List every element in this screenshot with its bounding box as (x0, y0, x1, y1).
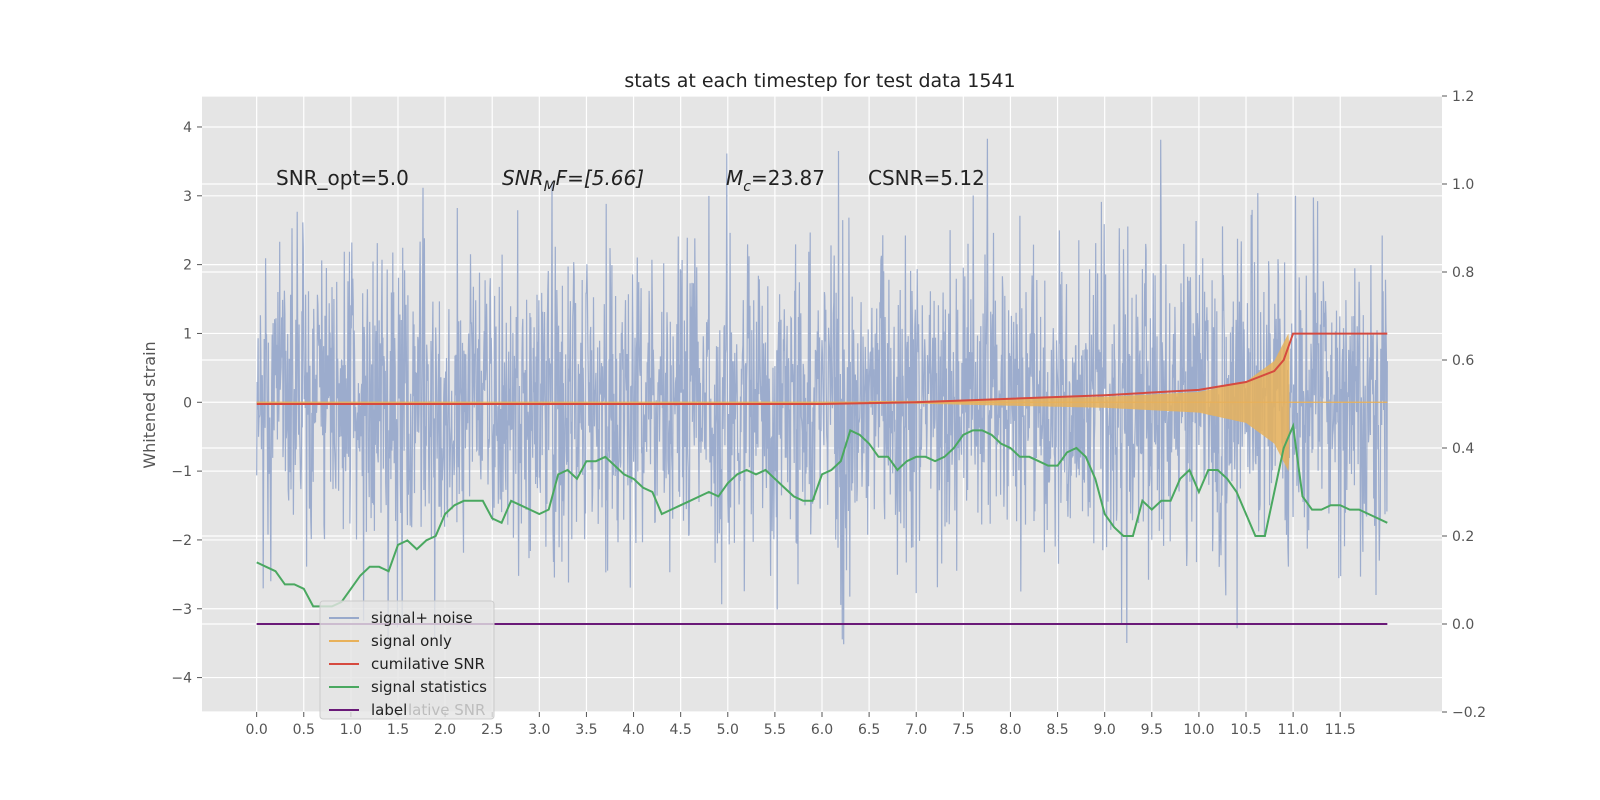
legend-label: signal statistics (371, 678, 487, 696)
x-tick-label: 4.0 (622, 722, 644, 738)
annotation-snr-mf-main: SNR (502, 166, 544, 190)
statistics-series (256, 422, 1388, 608)
legend-label: label (371, 701, 407, 719)
y2-tick-label: 1.2 (1452, 89, 1474, 105)
x-tick-label: 3.0 (528, 722, 550, 738)
x-tick-label: 11.0 (1278, 722, 1309, 738)
cumulative-snr-series (256, 332, 1388, 405)
x-tick-label: 4.5 (670, 722, 692, 738)
x-tick-label: 6.0 (811, 722, 833, 738)
y2-tick-label: 0.4 (1452, 441, 1474, 457)
y2-tick-label: 0.8 (1452, 265, 1474, 281)
annotation-mc-sub: c (743, 179, 751, 195)
legend-box (319, 600, 495, 720)
x-tick-label: 0.5 (293, 722, 315, 738)
y-tick-label: 3 (183, 189, 192, 205)
annotation-mc: Mc=23.87 (726, 166, 825, 195)
x-tick-label: 9.0 (1094, 722, 1116, 738)
y-tick-label: −1 (171, 464, 192, 480)
x-tick-label: 8.0 (999, 722, 1021, 738)
y2-tick-label: 0.2 (1452, 529, 1474, 545)
noise-line (256, 138, 1388, 648)
y-axis-ticks: 4 3 2 1 0 −1 −2 −3 −4 (171, 120, 202, 687)
annotation-csnr: CSNR=5.12 (868, 166, 985, 190)
statistics-line (256, 422, 1388, 608)
y-tick-label: 2 (183, 258, 192, 274)
noise-series (256, 138, 1388, 648)
y-tick-label: 1 (183, 326, 192, 342)
x-tick-label: 8.5 (1046, 722, 1068, 738)
x-tick-label: 2.0 (434, 722, 456, 738)
y2-tick-label: −0.2 (1452, 705, 1486, 721)
y-tick-label: 0 (183, 395, 192, 411)
y-tick-label: 4 (183, 120, 192, 136)
y2-tick-label: 0.0 (1452, 617, 1474, 633)
y2-axis-ticks: 1.2 1.0 0.8 0.6 0.4 0.2 0.0 −0.2 (1442, 89, 1486, 721)
legend-label: signal+ noise (371, 609, 473, 627)
annotation-mc-tail: =23.87 (751, 166, 825, 190)
x-tick-label: 6.5 (858, 722, 880, 738)
y2-tick-label: 1.0 (1452, 177, 1474, 193)
x-tick-label: 9.5 (1141, 722, 1163, 738)
annotation-snr-mf-sub: M (544, 179, 556, 195)
x-tick-label: 5.5 (764, 722, 786, 738)
annotation-snr-mf: SNRMF=[5.66] (502, 166, 644, 195)
legend-ghost-text: lative SNR (408, 701, 485, 719)
x-tick-label: 5.0 (717, 722, 739, 738)
x-tick-label: 1.0 (340, 722, 362, 738)
x-tick-label: 11.5 (1325, 722, 1356, 738)
stats-annotations: SNR_opt=5.0 SNRMF=[5.66] Mc=23.87 CSNR=5… (276, 166, 985, 195)
annotation-snr-opt: SNR_opt=5.0 (276, 166, 409, 190)
legend-items: signal+ noise signal only cumilative SNR si… (329, 609, 487, 719)
x-tick-label: 0.0 (246, 722, 268, 738)
legend-label: cumilative SNR (371, 655, 485, 673)
cumulative-snr-line (256, 332, 1388, 405)
x-axis-ticks: 0.0 0.5 1.0 1.5 2.0 2.5 3.0 3.5 4.0 4.5 5.0 5.5 6.0 6… (246, 712, 1356, 738)
x-tick-label: 10.0 (1183, 722, 1214, 738)
legend-label: signal only (371, 632, 452, 650)
y2-tick-label: 0.6 (1452, 353, 1474, 369)
x-tick-label: 3.5 (575, 722, 597, 738)
y-tick-label: −2 (171, 533, 192, 549)
x-tick-label: 10.5 (1230, 722, 1261, 738)
x-tick-label: 1.5 (387, 722, 409, 738)
x-tick-label: 7.0 (905, 722, 927, 738)
x-tick-label: 7.5 (952, 722, 974, 738)
y-tick-label: −3 (171, 602, 192, 618)
annotation-snr-mf-tail: F=[5.66] (556, 166, 644, 190)
y-tick-label: −4 (171, 671, 192, 687)
x-tick-label: 2.5 (481, 722, 503, 738)
y-axis-label: Whitened strain (140, 341, 159, 468)
annotation-mc-main: M (726, 166, 743, 190)
chart-title: stats at each timestep for test data 154… (624, 70, 1015, 92)
signal-series (256, 333, 1388, 472)
legend: signal+ noise signal only cumilative SNR si… (319, 600, 495, 720)
